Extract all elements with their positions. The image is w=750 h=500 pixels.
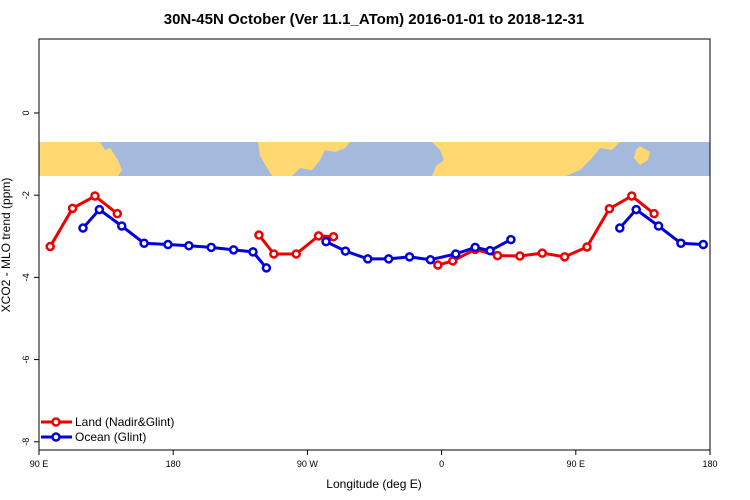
legend-item-land: Land (Nadir&Glint) <box>41 415 174 429</box>
point-land-0-0 <box>45 241 55 252</box>
point-ocean-1-7 <box>470 242 480 253</box>
point-ocean-1-0 <box>321 236 331 247</box>
point-ocean-1-2 <box>363 254 373 264</box>
x-tick-label-0: 90 E <box>30 459 49 469</box>
x-axis-label: Longitude (deg E) <box>326 477 421 491</box>
point-land-1-2 <box>291 249 301 259</box>
y-tick-label-0: 0 <box>21 110 31 115</box>
point-ocean-0-2 <box>117 221 127 231</box>
point-ocean-1-3 <box>383 254 394 264</box>
legend-marker-ocean <box>51 432 61 442</box>
legend-label-land: Land (Nadir&Glint) <box>75 415 174 429</box>
y-tick-label-3: -6 <box>21 356 31 364</box>
point-ocean-1-5 <box>425 254 436 265</box>
x-tick-label-2: 90 W <box>297 459 319 469</box>
x-tick-label-5: 180 <box>702 459 717 469</box>
point-land-2-0 <box>433 260 443 270</box>
point-land-2-5 <box>537 248 547 258</box>
legend: Land (Nadir&Glint) Ocean (Glint) <box>41 415 174 444</box>
point-ocean-1-4 <box>404 252 415 262</box>
point-ocean-0-7 <box>228 245 239 255</box>
point-land-1-0 <box>254 230 264 240</box>
point-land-2-7 <box>582 242 592 252</box>
point-ocean-2-3 <box>676 238 686 249</box>
legend-label-ocean: Ocean (Glint) <box>75 430 146 444</box>
y-axis: 0 -2 -4 -6 -8 <box>21 110 39 446</box>
point-land-0-2 <box>90 191 100 201</box>
point-ocean-1-1 <box>340 246 351 256</box>
y-tick-label-2: -4 <box>21 273 31 281</box>
chart-title: 30N-45N October (Ver 11.1_ATom) 2016-01-… <box>164 11 584 28</box>
point-ocean-0-9 <box>261 263 272 273</box>
point-land-2-9 <box>626 191 637 201</box>
point-land-0-3 <box>112 208 123 219</box>
point-ocean-0-0 <box>78 223 88 233</box>
point-land-1-1 <box>269 249 279 259</box>
point-ocean-2-0 <box>615 223 625 233</box>
point-ocean-1-8 <box>485 245 495 256</box>
plot-frame <box>38 38 711 451</box>
point-land-1-3 <box>313 231 324 241</box>
point-ocean-0-3 <box>139 238 149 249</box>
point-ocean-0-4 <box>163 239 173 250</box>
point-land-2-4 <box>515 251 525 261</box>
legend-marker-land <box>51 417 61 427</box>
x-tick-label-1: 180 <box>166 459 181 469</box>
point-ocean-2-4 <box>698 239 709 250</box>
x-axis: 90 E 180 90 W 0 90 E 180 <box>30 450 718 469</box>
point-ocean-2-2 <box>653 221 664 231</box>
point-land-2-8 <box>604 203 615 214</box>
x-tick-label-4: 90 E <box>567 459 586 469</box>
point-ocean-0-1 <box>94 204 105 215</box>
y-tick-label-1: -2 <box>21 191 31 199</box>
map-land <box>39 142 650 176</box>
point-land-0-1 <box>67 203 78 214</box>
world-map-band <box>39 142 710 176</box>
series-ocean-line-0 <box>81 208 268 269</box>
point-ocean-2-1 <box>631 204 641 215</box>
point-ocean-1-6 <box>451 249 461 259</box>
series-ocean-line-1 <box>325 238 512 262</box>
series-layer <box>45 191 709 273</box>
x-tick-label-3: 0 <box>439 459 444 469</box>
legend-item-ocean: Ocean (Glint) <box>41 430 146 444</box>
point-land-2-10 <box>649 208 659 219</box>
y-tick-label-4: -8 <box>21 438 31 446</box>
point-ocean-0-5 <box>184 240 194 251</box>
point-ocean-1-9 <box>506 234 516 245</box>
y-axis-label: XCO2 - MLO trend (ppm) <box>0 178 13 313</box>
point-ocean-0-8 <box>248 247 258 257</box>
point-ocean-0-6 <box>206 242 216 253</box>
point-land-2-3 <box>492 250 503 261</box>
point-land-2-6 <box>559 252 570 262</box>
series-land-line-0 <box>48 194 119 248</box>
point-land-1-4 <box>328 231 339 242</box>
